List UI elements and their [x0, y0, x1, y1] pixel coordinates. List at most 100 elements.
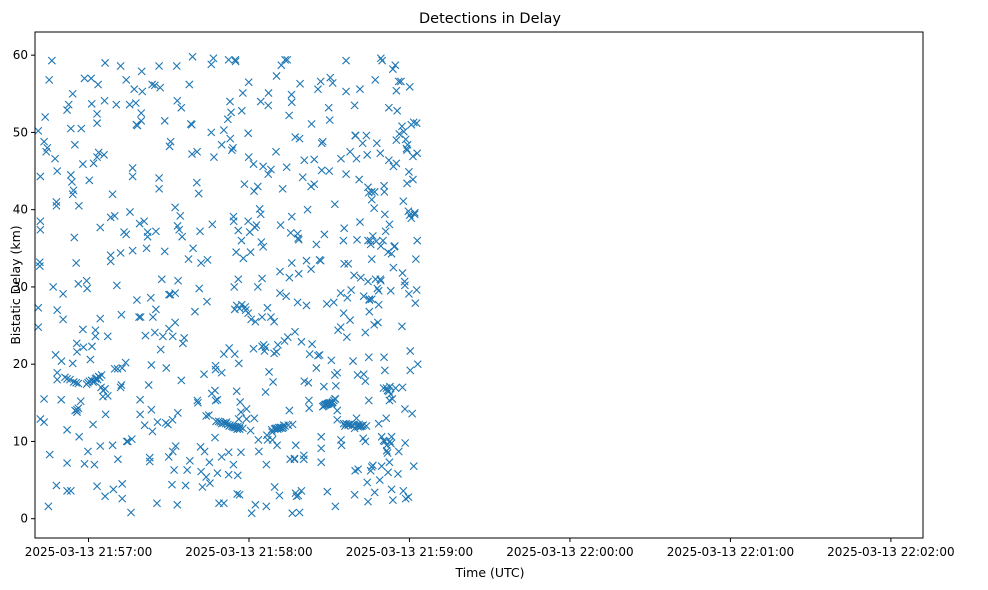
data-point: [399, 197, 408, 206]
data-point: [398, 269, 407, 278]
data-point: [225, 97, 234, 106]
data-point: [387, 485, 396, 494]
data-point: [101, 58, 110, 67]
data-point: [178, 232, 187, 241]
data-point: [329, 298, 338, 307]
data-point: [205, 458, 214, 467]
data-point: [244, 78, 253, 87]
data-point: [327, 356, 336, 365]
data-point: [355, 175, 364, 184]
data-point: [101, 410, 110, 419]
data-point: [219, 499, 228, 508]
data-point: [122, 437, 131, 446]
data-point: [188, 150, 196, 159]
data-point: [141, 331, 150, 340]
data-point: [211, 361, 220, 370]
data-point: [376, 275, 385, 284]
data-point: [219, 126, 228, 135]
data-point: [128, 246, 137, 255]
data-point: [202, 411, 211, 420]
data-point: [365, 295, 374, 304]
data-point: [389, 263, 398, 272]
data-point: [362, 421, 371, 430]
data-point: [315, 350, 324, 359]
data-point: [254, 447, 263, 456]
data-point: [371, 75, 380, 84]
data-point: [376, 241, 385, 250]
data-point: [361, 377, 370, 386]
data-point: [236, 398, 245, 407]
data-point: [261, 343, 270, 352]
data-point: [352, 154, 361, 163]
data-point: [146, 293, 155, 302]
data-point: [131, 99, 140, 108]
data-point: [110, 211, 119, 220]
data-point: [378, 56, 387, 65]
data-point: [53, 167, 62, 176]
data-point: [366, 240, 375, 249]
data-point: [157, 275, 166, 284]
data-point: [69, 377, 78, 386]
data-point: [380, 353, 389, 362]
data-point: [72, 339, 81, 348]
data-point: [398, 383, 407, 392]
x-tick-label: 2025-03-13 22:01:00: [667, 545, 794, 559]
data-point: [63, 486, 72, 495]
data-point: [356, 421, 365, 430]
data-point: [74, 379, 83, 388]
data-point: [36, 217, 45, 226]
data-point: [399, 127, 408, 136]
data-point: [359, 421, 368, 430]
data-point: [251, 317, 260, 326]
data-point: [247, 315, 256, 324]
data-point: [63, 374, 72, 383]
data-point: [122, 75, 131, 84]
data-point: [400, 281, 409, 290]
data-point: [217, 368, 226, 377]
data-point: [168, 332, 177, 341]
data-point: [294, 269, 303, 278]
data-point: [384, 468, 393, 477]
data-point: [297, 337, 306, 346]
data-point: [174, 276, 183, 285]
data-point: [53, 306, 62, 315]
data-point: [198, 483, 207, 492]
data-point: [63, 106, 72, 115]
data-point: [51, 350, 60, 359]
data-point: [192, 178, 201, 187]
data-point: [287, 212, 296, 221]
data-point: [228, 143, 237, 152]
data-point: [242, 405, 251, 413]
data-point: [325, 167, 334, 176]
data-point: [350, 271, 359, 280]
data-point: [137, 67, 146, 76]
data-point: [303, 205, 312, 214]
data-point: [97, 371, 106, 379]
data-point: [150, 81, 159, 90]
data-point: [230, 350, 239, 359]
data-point: [240, 180, 249, 189]
data-point: [57, 395, 66, 404]
data-point: [136, 395, 145, 404]
data-point: [145, 457, 154, 466]
data-point: [34, 126, 43, 135]
data-point: [171, 318, 180, 327]
data-point: [395, 129, 404, 138]
data-point: [404, 289, 413, 298]
data-point: [83, 284, 92, 293]
data-point: [34, 323, 43, 332]
data-point: [294, 235, 303, 244]
data-point: [397, 322, 406, 331]
data-point: [351, 131, 360, 140]
data-point: [299, 455, 308, 464]
data-point: [258, 313, 267, 322]
data-point: [208, 220, 217, 229]
data-point: [305, 350, 314, 359]
data-point: [403, 140, 412, 149]
data-point: [244, 309, 253, 318]
data-point: [241, 303, 250, 312]
data-point: [293, 298, 302, 307]
data-point: [235, 425, 244, 434]
data-point: [409, 462, 418, 471]
data-point: [359, 370, 368, 379]
